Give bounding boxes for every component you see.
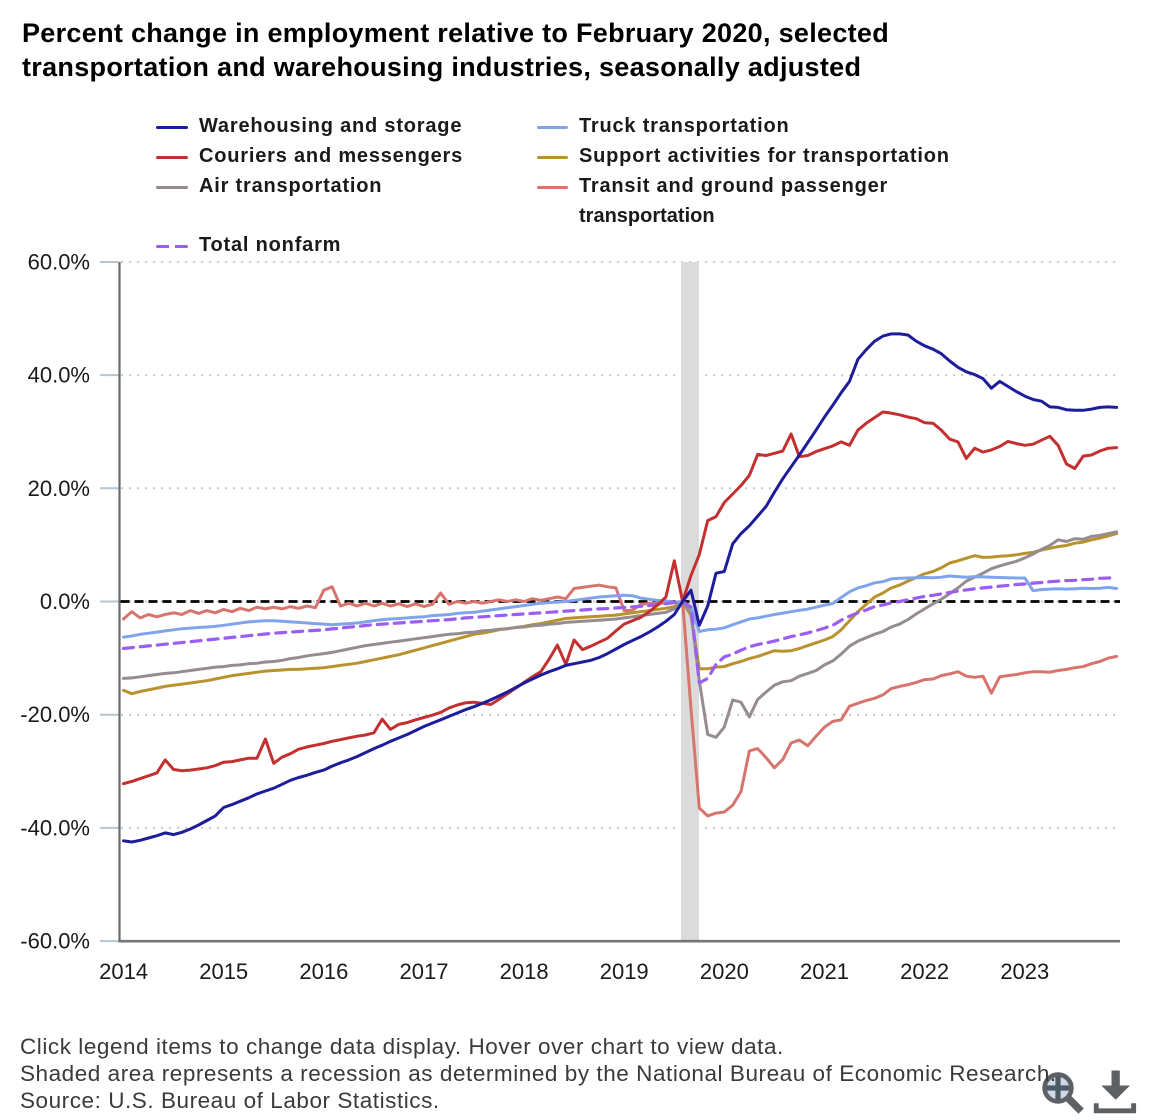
svg-text:40.0%: 40.0% xyxy=(28,363,90,388)
svg-text:0.0%: 0.0% xyxy=(40,589,90,614)
svg-text:-60.0%: -60.0% xyxy=(20,929,90,954)
svg-text:2018: 2018 xyxy=(500,959,549,984)
svg-text:2015: 2015 xyxy=(199,959,248,984)
svg-text:-20.0%: -20.0% xyxy=(20,702,90,727)
svg-text:2020: 2020 xyxy=(700,959,749,984)
svg-text:2021: 2021 xyxy=(800,959,849,984)
svg-text:60.0%: 60.0% xyxy=(28,250,90,275)
svg-text:2022: 2022 xyxy=(900,959,949,984)
svg-text:2023: 2023 xyxy=(1000,959,1049,984)
svg-text:2019: 2019 xyxy=(600,959,649,984)
svg-text:2017: 2017 xyxy=(400,959,449,984)
svg-text:20.0%: 20.0% xyxy=(28,476,90,501)
svg-text:-40.0%: -40.0% xyxy=(20,815,90,840)
svg-text:2014: 2014 xyxy=(99,959,148,984)
svg-text:2016: 2016 xyxy=(299,959,348,984)
